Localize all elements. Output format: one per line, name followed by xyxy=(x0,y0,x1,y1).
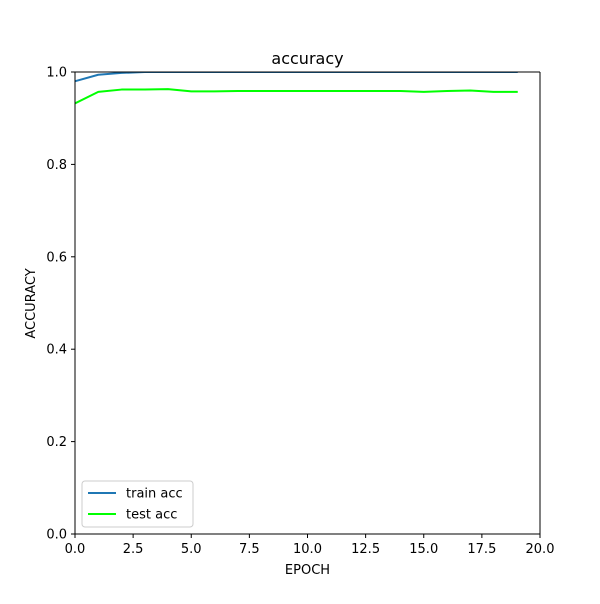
y-tick-label: 1.0 xyxy=(46,66,67,81)
y-tick-label: 0.2 xyxy=(46,435,67,450)
y-tick-label: 0.0 xyxy=(46,528,67,543)
legend-label-test-acc: test acc xyxy=(126,508,177,523)
plot-area xyxy=(75,72,540,534)
series-line-test-acc xyxy=(75,88,518,105)
series-group xyxy=(75,72,518,105)
x-tick-label: 12.5 xyxy=(351,542,380,557)
x-tick-label: 20.0 xyxy=(526,542,555,557)
plot-background xyxy=(75,72,540,534)
legend-label-train-acc: train acc xyxy=(126,487,183,502)
y-tick-label: 0.4 xyxy=(46,343,67,358)
x-tick-label: 5.0 xyxy=(181,542,202,557)
y-tick-label: 0.6 xyxy=(46,250,67,265)
x-tick-label: 15.0 xyxy=(409,542,438,557)
y-axis-label: ACCURACY xyxy=(24,268,39,338)
x-tick-label: 10.0 xyxy=(293,542,322,557)
ticks-group: 0.0 2.5 5.0 7.5 10.0 12.5 15.0 17.5 20.0 0.0 0.2 0.… xyxy=(46,66,554,558)
x-tick-label: 2.5 xyxy=(123,542,144,557)
chart-title: accuracy xyxy=(271,49,343,68)
x-tick-label: 7.5 xyxy=(239,542,260,557)
x-tick-label: 0.0 xyxy=(65,542,86,557)
legend: train acc test acc xyxy=(81,480,194,528)
y-tick-label: 0.8 xyxy=(46,158,67,173)
x-tick-label: 17.5 xyxy=(467,542,496,557)
x-axis-label: EPOCH xyxy=(285,563,330,578)
